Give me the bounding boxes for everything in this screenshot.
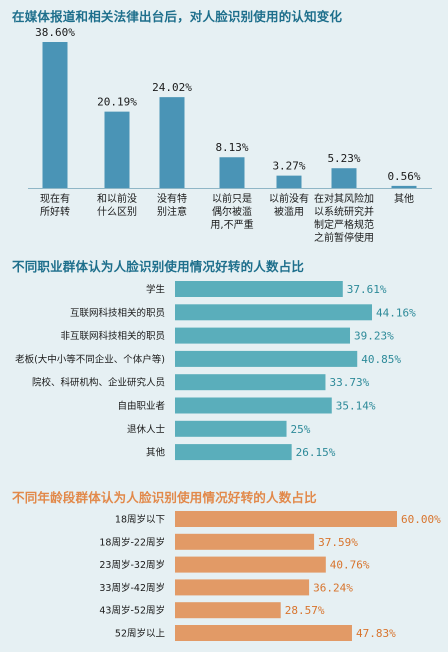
chart2-value-label: 25% xyxy=(291,423,311,436)
chart1-value-label: 8.13% xyxy=(215,141,248,154)
chart3-bar xyxy=(175,556,326,573)
chart1-bar xyxy=(391,185,417,188)
chart1-title: 在媒体报道和相关法律出台后，对人脸识别使用的认知变化 xyxy=(12,9,343,24)
chart2-bar xyxy=(175,444,292,461)
chart1-category-label: 其他 xyxy=(394,192,414,205)
chart2-bar xyxy=(175,397,332,414)
chart1-category-label: 以前只是 xyxy=(212,192,252,205)
chart2-category-label: 退休人士 xyxy=(127,423,166,435)
chart2-value-label: 37.61% xyxy=(347,283,387,296)
chart2-value-label: 44.16% xyxy=(376,306,416,319)
chart3-bar xyxy=(175,602,281,619)
chart3-value-label: 60.00% xyxy=(401,513,441,526)
chart2-category-label: 非互联网科技相关的职员 xyxy=(60,330,165,342)
chart1-category-label: 以系统研究并 xyxy=(314,205,374,218)
chart3-category-label: 33周岁-42周岁 xyxy=(99,582,165,594)
chart2-category-label: 学生 xyxy=(146,284,166,296)
chart1-category-label: 别注意 xyxy=(157,205,187,218)
chart2-bar xyxy=(175,350,358,367)
chart1-value-label: 24.02% xyxy=(152,81,192,94)
chart3-category-label: 43周岁-52周岁 xyxy=(99,605,165,617)
chart2-bar xyxy=(175,281,343,297)
chart2-bar xyxy=(175,327,351,344)
chart3-bar xyxy=(175,579,310,596)
chart1-value-label: 0.56% xyxy=(387,170,420,183)
chart1-category-label: 所好转 xyxy=(40,205,70,218)
chart2-category-label: 院校、科研机构、企业研究人员 xyxy=(32,377,165,389)
chart3-value-label: 28.57% xyxy=(285,604,325,617)
chart2-title: 不同职业群体认为人脸识别使用情况好转的人数占比 xyxy=(12,259,305,274)
chart1-bar xyxy=(159,97,185,188)
chart1-category-label: 偶尔被滥 xyxy=(212,205,252,218)
chart2-category-label: 自由职业者 xyxy=(117,400,165,412)
chart1-category-label: 制定严格规范 xyxy=(314,218,374,231)
chart2-value-label: 33.73% xyxy=(329,376,369,389)
chart2-value-label: 26.15% xyxy=(296,446,336,459)
chart1-bar xyxy=(42,42,68,188)
chart1-bar xyxy=(331,168,357,188)
chart1-bar xyxy=(276,175,302,188)
chart2-bar xyxy=(175,374,326,391)
chart1-category-label: 以前没有 xyxy=(269,192,309,205)
chart3-category-label: 18周岁以下 xyxy=(115,514,165,526)
chart1-category-label: 被滥用 xyxy=(274,205,304,218)
chart3-title: 不同年龄段群体认为人脸识别使用情况好转的人数占比 xyxy=(12,490,317,505)
chart2-value-label: 35.14% xyxy=(336,400,376,413)
chart3-bar xyxy=(175,511,397,527)
chart2-value-label: 39.23% xyxy=(354,330,394,343)
chart1-category-label: 之前暂停使用 xyxy=(314,231,374,244)
chart2-bar xyxy=(175,420,287,437)
chart1-category-label: 没有特 xyxy=(157,192,187,205)
chart3-value-label: 36.24% xyxy=(313,581,353,594)
chart3-category-label: 23周岁-32周岁 xyxy=(99,559,165,571)
chart2-category-label: 其他 xyxy=(146,447,166,459)
chart1-bar xyxy=(219,157,245,188)
chart1-category-label: 什么区别 xyxy=(97,206,137,218)
chart3-category-label: 18周岁-22周岁 xyxy=(99,536,165,548)
chart3-value-label: 47.83% xyxy=(356,627,396,640)
chart1-value-label: 3.27% xyxy=(272,160,305,173)
chart3-value-label: 40.76% xyxy=(330,559,370,572)
chart3-value-label: 37.59% xyxy=(318,536,358,549)
chart1-value-label: 20.19% xyxy=(97,96,137,109)
chart1-value-label: 38.60% xyxy=(35,26,75,39)
chart1-category-label: 现在有 xyxy=(40,192,70,205)
chart2-bar xyxy=(175,304,372,321)
chart3-category-label: 52周岁以上 xyxy=(115,628,166,640)
chart1-value-label: 5.23% xyxy=(327,152,360,165)
chart2-category-label: 老板(大中小等不同企业、个体户等) xyxy=(15,353,165,365)
chart1-bar xyxy=(104,111,130,188)
chart1-category-label: 在对其风险加 xyxy=(314,192,374,205)
chart2-category-label: 互联网科技相关的职员 xyxy=(70,307,165,319)
chart3-bar xyxy=(175,625,352,641)
chart1-category-label: 用,不严重 xyxy=(210,218,253,231)
chart1-category-label: 和以前没 xyxy=(97,192,137,205)
chart2-value-label: 40.85% xyxy=(361,353,401,366)
chart3-bar xyxy=(175,533,315,550)
